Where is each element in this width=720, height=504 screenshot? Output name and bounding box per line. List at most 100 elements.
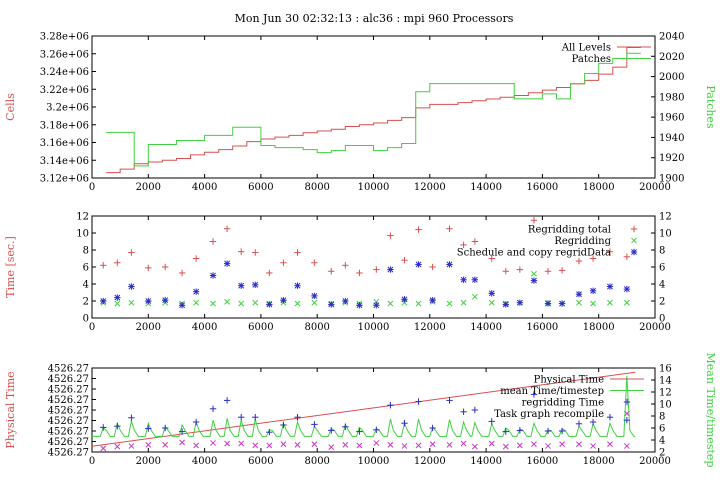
all-levels-line (106, 48, 641, 173)
y2-tick-label: 1920 (659, 153, 684, 164)
chart-panel-3: 0 2000 4000 6000 8000 10000 12000 14000 16000 180… (4, 353, 717, 468)
task-graph-recompile-point (472, 444, 477, 449)
schedule-and-copy-regriddata-point (128, 283, 134, 289)
y2-tick-label: 4 (659, 436, 665, 447)
regridding-total-point (429, 264, 435, 270)
task-graph-recompile-point (329, 445, 334, 450)
regridding-total-point (373, 266, 379, 272)
y2-tick-label: 1900 (659, 174, 684, 185)
x-tick-label: 14000 (470, 456, 502, 467)
x-tick-label: 20000 (639, 322, 671, 333)
y-axis-label: Cells (4, 93, 17, 121)
schedule-and-copy-regriddata-point (252, 282, 258, 288)
plot-area (106, 48, 641, 173)
y-tick-label: 3.14e+06 (40, 156, 89, 167)
task-graph-recompile-point (531, 442, 536, 447)
task-graph-recompile-point (163, 442, 168, 447)
y2-tick-label: 1960 (659, 113, 684, 124)
x-tick-label: 12000 (414, 182, 446, 193)
regridding-total-point (193, 255, 199, 261)
x-tick-label: 8000 (304, 456, 329, 467)
y-tick-label: 0 (83, 314, 89, 325)
schedule-and-copy-regriddata-point (576, 291, 582, 297)
regridding-time-point (280, 422, 286, 428)
legend-marker-regridding-total (631, 226, 637, 232)
task-graph-recompile-point (312, 442, 317, 447)
task-graph-recompile-point (517, 443, 522, 448)
regridding-time-point (576, 421, 582, 427)
regridding-time-point (128, 415, 134, 421)
x-tick-label: 2000 (136, 456, 161, 467)
regridding-point (115, 301, 120, 306)
task-graph-recompile-point (447, 442, 452, 447)
regridding-total-point (559, 267, 565, 273)
y2-tick-label: 8 (659, 246, 665, 257)
regridding-total-point (145, 265, 151, 271)
x-tick-label: 12000 (414, 456, 446, 467)
schedule-and-copy-regriddata-point (224, 260, 230, 266)
y-tick-label: 4526.27 (48, 395, 89, 406)
regridding-time-point (460, 409, 466, 415)
regridding-time-point (294, 414, 300, 420)
schedule-and-copy-regriddata-point (531, 277, 537, 283)
schedule-and-copy-regriddata-point (145, 298, 151, 304)
x-tick-label: 0 (89, 182, 95, 193)
schedule-and-copy-regriddata-point (114, 294, 120, 300)
task-graph-recompile-point (267, 443, 272, 448)
y-tick-label: 4526.27 (48, 448, 89, 459)
regridding-time-point (328, 427, 334, 433)
regridding-total-point (311, 260, 317, 266)
regridding-total-point (624, 254, 630, 260)
y2-tick-label: 12 (659, 388, 672, 399)
regridding-point (591, 301, 596, 306)
y2-tick-label: 10 (659, 229, 672, 240)
schedule-and-copy-regriddata-point (472, 277, 478, 283)
regridding-time-point (545, 428, 551, 434)
task-graph-recompile-point (210, 440, 215, 445)
y-tick-label: 12 (76, 212, 89, 223)
task-graph-recompile-point (576, 442, 581, 447)
task-graph-recompile-point (560, 442, 565, 447)
regridding-point (194, 300, 199, 305)
x-tick-label: 10000 (358, 456, 390, 467)
y2-tick-label: 8 (659, 412, 665, 423)
regridding-total-point (114, 260, 120, 266)
task-graph-recompile-point (388, 442, 393, 447)
y-axis-label: Time [sec.] (4, 236, 17, 298)
x-tick-label: 14000 (470, 182, 502, 193)
x-tick-label: 8000 (304, 322, 329, 333)
regridding-total-point (401, 257, 407, 263)
schedule-and-copy-regriddata-point (387, 266, 393, 272)
legend-marker-schedule-and-copy-regriddata (631, 249, 637, 255)
figure-title: Mon Jun 30 02:32:13 : alc36 : mpi 960 Pr… (235, 12, 514, 25)
y-tick-label: 4526.27 (48, 364, 89, 375)
y-tick-label: 10 (76, 229, 89, 240)
x-tick-label: 18000 (583, 456, 615, 467)
task-graph-recompile-point (607, 442, 612, 447)
y2-tick-label: 2040 (659, 32, 684, 43)
x-tick-label: 16000 (526, 322, 558, 333)
regridding-total-point (415, 226, 421, 232)
regridding-point (472, 294, 477, 299)
regridding-time-point (415, 398, 421, 404)
y2-axis-label: Patches (704, 85, 717, 129)
legend-label-regridding-total: Regridding total (528, 225, 611, 236)
x-tick-label: 18000 (583, 182, 615, 193)
schedule-and-copy-regriddata-point (503, 301, 509, 307)
x-tick-label: 8000 (304, 182, 329, 193)
y2-tick-label: 4 (659, 280, 665, 291)
regridding-total-point (328, 268, 334, 274)
y2-tick-label: 2 (659, 297, 665, 308)
schedule-and-copy-regriddata-point (342, 298, 348, 304)
schedule-and-copy-regriddata-point (545, 300, 551, 306)
schedule-and-copy-regriddata-point (415, 261, 421, 267)
regridding-total-point (356, 270, 362, 276)
x-tick-label: 12000 (414, 322, 446, 333)
y-tick-label: 4526.27 (48, 385, 89, 396)
regridding-time-point (401, 420, 407, 426)
x-tick-label: 0 (89, 456, 95, 467)
y-axis-label: Physical Time (4, 371, 17, 448)
y2-tick-label: 0 (659, 314, 665, 325)
regridding-point (489, 300, 494, 305)
y-tick-label: 3.12e+06 (40, 174, 89, 185)
